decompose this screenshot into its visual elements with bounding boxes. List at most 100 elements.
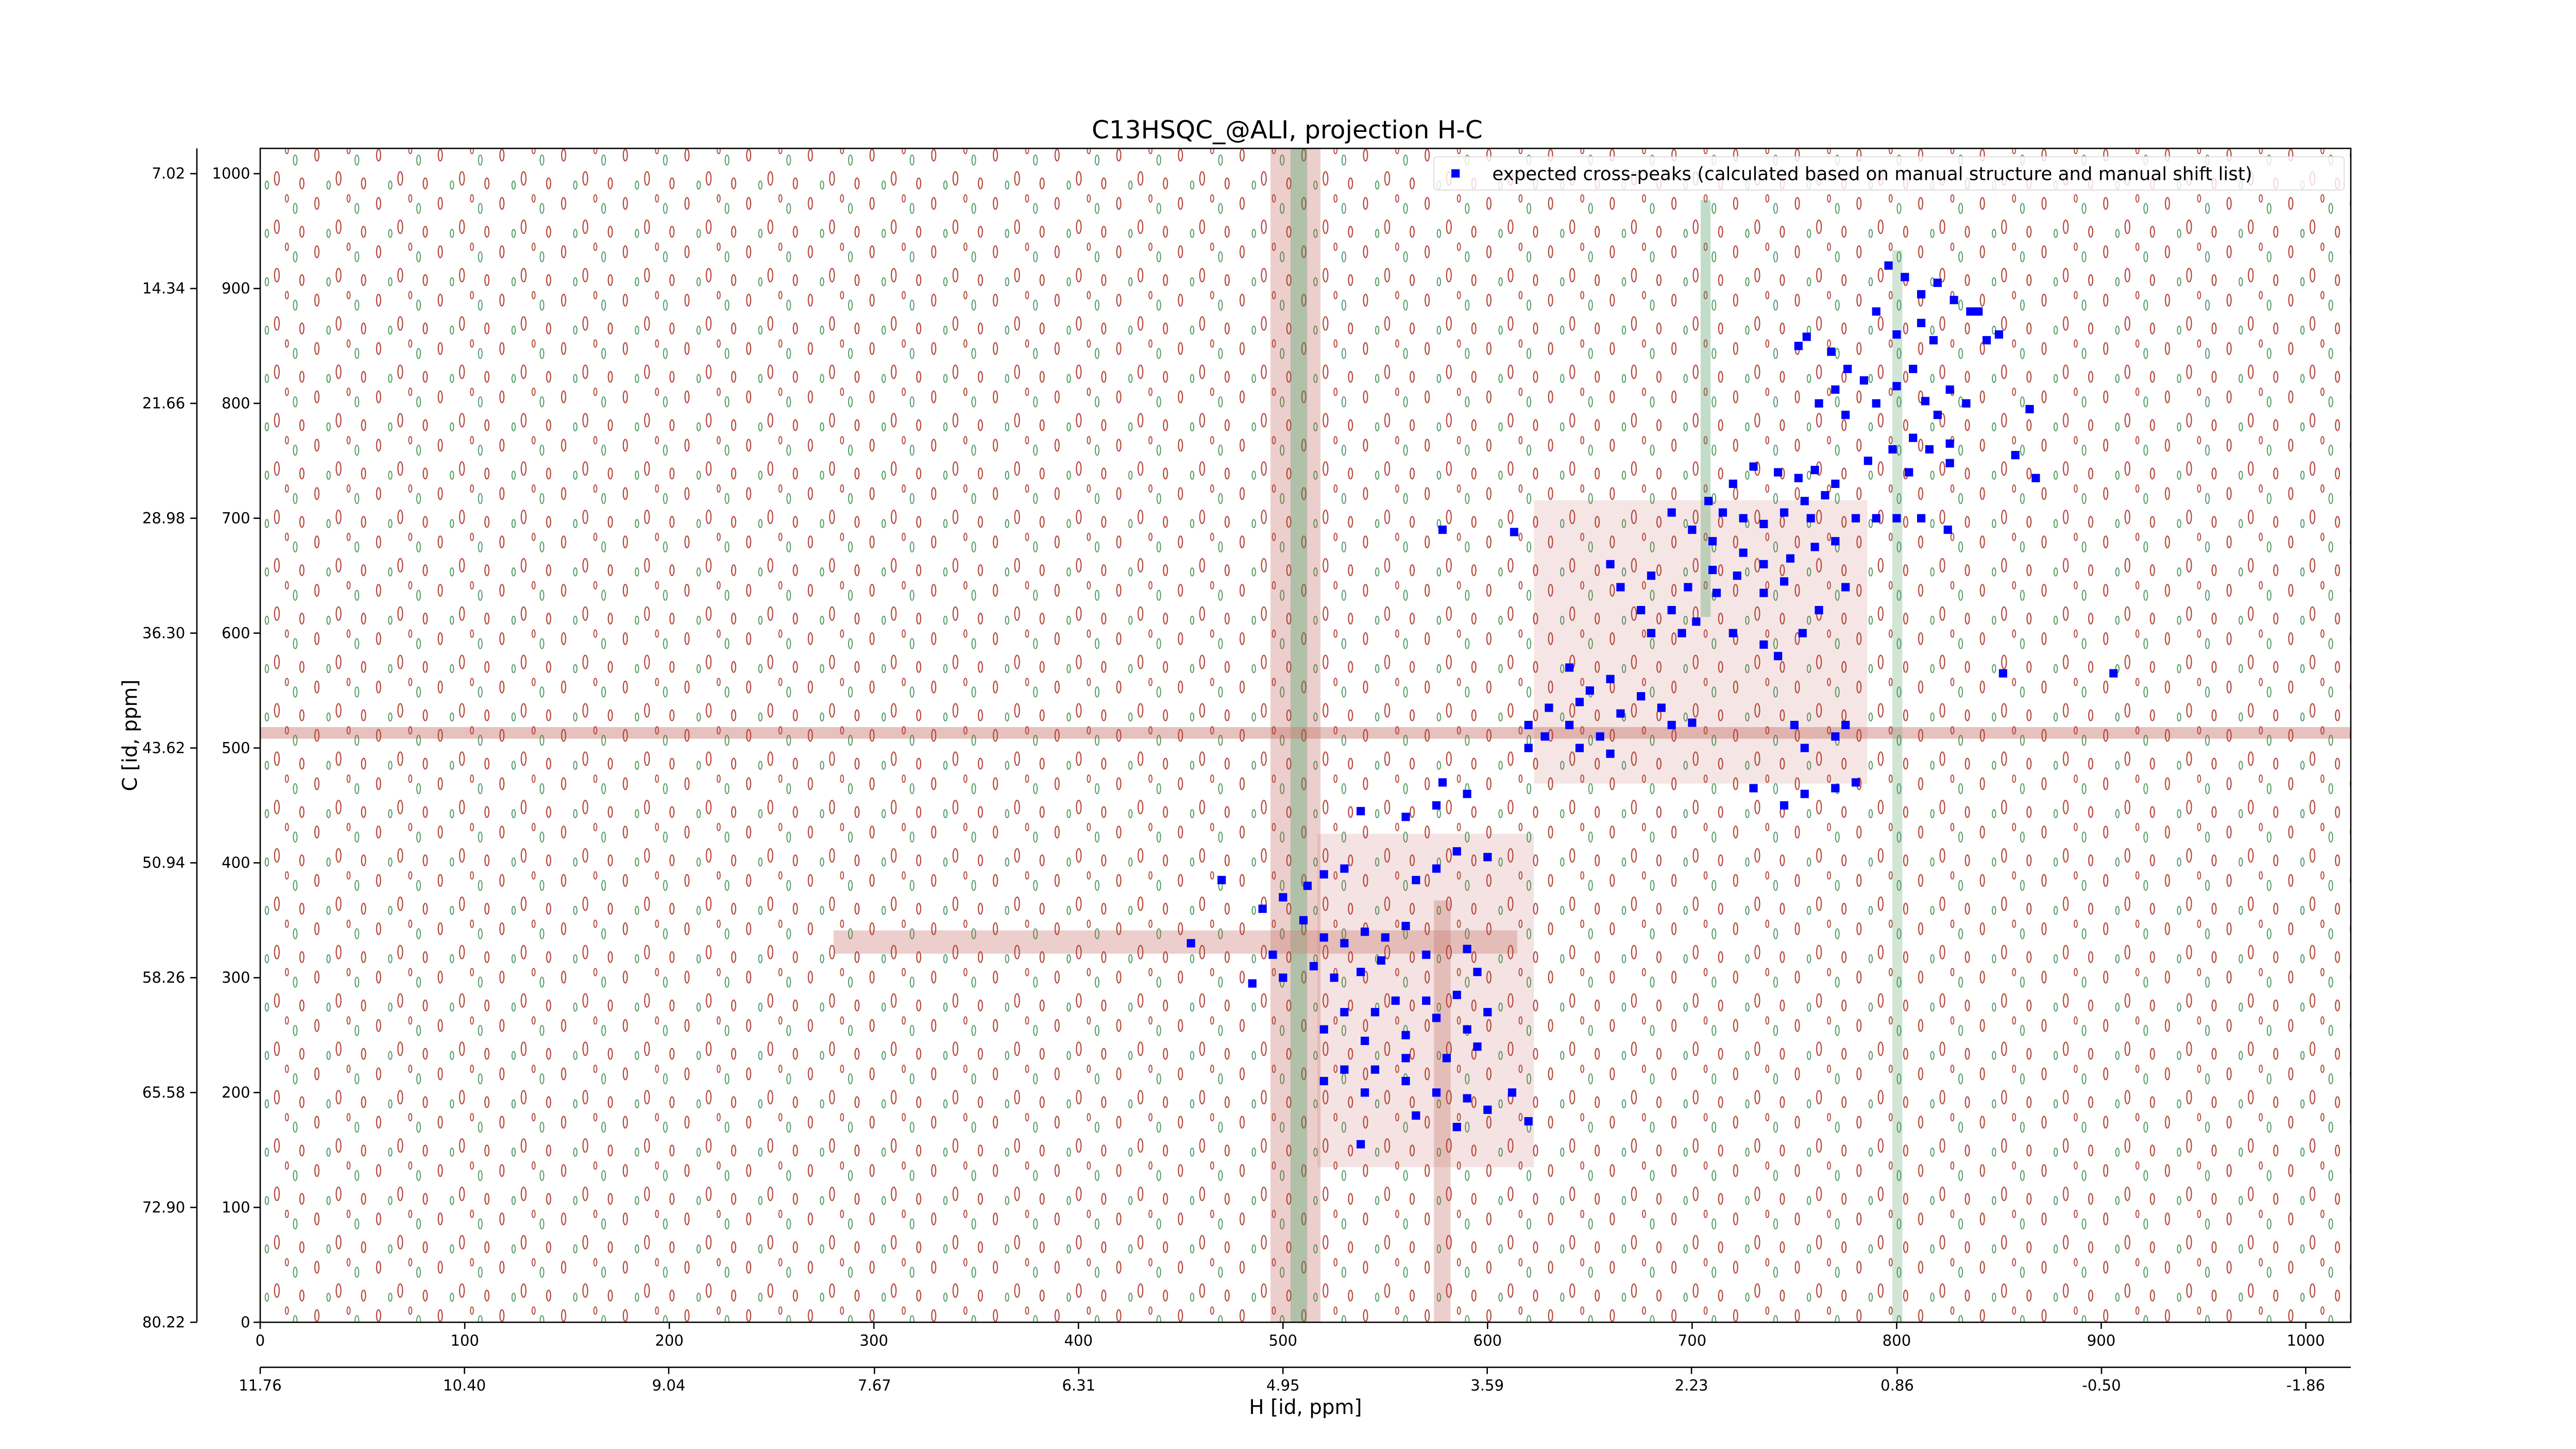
- cross-peak: [1810, 543, 1819, 551]
- cross-peak: [1565, 720, 1574, 730]
- cross-peak: [1692, 617, 1701, 626]
- cross-peak: [1279, 973, 1287, 982]
- cross-peak: [1357, 1140, 1365, 1149]
- cross-peak: [1677, 629, 1686, 637]
- cross-peak: [2109, 669, 2118, 678]
- cross-peak: [1815, 399, 1823, 408]
- cross-peak: [1708, 537, 1717, 546]
- cross-peak: [1759, 640, 1768, 649]
- cross-peak: [1688, 718, 1697, 727]
- cross-peak: [1473, 968, 1482, 976]
- x2-tick-label: -0.50: [2082, 1377, 2121, 1394]
- cross-peak: [1982, 336, 1991, 345]
- x2-tick-label: 3.59: [1470, 1377, 1504, 1394]
- cross-peak: [1616, 583, 1625, 592]
- cross-peak: [1667, 508, 1676, 517]
- plot-frame: [259, 147, 2352, 1323]
- cross-peak: [1759, 588, 1768, 597]
- cross-peak: [1463, 1094, 1471, 1103]
- cross-peak: [1452, 990, 1461, 999]
- y-axis-label: C [id, ppm]: [119, 680, 142, 791]
- cross-peak: [1303, 881, 1312, 890]
- cross-peak: [1712, 588, 1721, 597]
- cross-peak: [1463, 789, 1471, 798]
- cross-peak: [1524, 744, 1533, 752]
- chart-title: C13HSQC_@ALI, projection H-C: [1092, 116, 1483, 145]
- y-tick-label: 0: [241, 1313, 250, 1331]
- cross-peak: [1974, 307, 1983, 316]
- cross-peak: [1933, 278, 1942, 287]
- cross-peak: [1851, 514, 1860, 523]
- cross-peak: [1361, 1036, 1369, 1046]
- cross-peak: [1831, 784, 1840, 793]
- cross-peak: [1859, 376, 1869, 385]
- cross-peak: [1217, 875, 1226, 884]
- cross-peak: [1340, 939, 1349, 948]
- cross-peak: [1637, 692, 1646, 701]
- cross-peak: [1596, 732, 1604, 741]
- legend-label: expected cross-peaks (calculated based o…: [1492, 163, 2252, 184]
- y-tick-label: 300: [222, 969, 250, 986]
- cross-peak: [1452, 847, 1461, 856]
- cross-peak: [1565, 663, 1574, 672]
- cross-peak: [1815, 605, 1823, 615]
- cross-peak: [1950, 296, 1958, 305]
- cross-peak: [1917, 514, 1926, 523]
- cross-peak: [1921, 397, 1930, 406]
- cross-peak: [1483, 1105, 1492, 1114]
- cross-peak: [1945, 459, 1954, 467]
- cross-peak: [1917, 290, 1926, 299]
- x-tick-label: 100: [450, 1332, 479, 1349]
- cross-peak: [1872, 514, 1880, 523]
- cross-peak: [1422, 996, 1431, 1005]
- cross-peak: [1905, 468, 1913, 477]
- cross-peak: [1412, 1111, 1420, 1120]
- cross-peak: [1994, 330, 2004, 339]
- ridge: [1700, 200, 1711, 617]
- cross-peak: [1575, 698, 1584, 706]
- y-tick-label: 700: [222, 509, 250, 527]
- cross-peak: [1933, 411, 1942, 419]
- cross-peak: [1998, 669, 2007, 678]
- cross-peak: [1966, 307, 1975, 316]
- cross-peak: [1800, 497, 1809, 506]
- cross-peak: [1863, 457, 1872, 465]
- cross-peak: [1739, 548, 1748, 557]
- x-axis-label: H [id, ppm]: [1249, 1396, 1362, 1419]
- cross-peak: [1357, 807, 1365, 816]
- cross-peak: [1299, 916, 1308, 924]
- cross-peak: [1575, 744, 1584, 752]
- cross-peak: [1917, 318, 1926, 327]
- x-tick-label: 800: [1883, 1332, 1911, 1349]
- cross-peak: [1872, 307, 1880, 316]
- cross-peak: [1412, 875, 1420, 884]
- cross-peak: [1739, 514, 1748, 523]
- cross-peak: [1827, 347, 1836, 356]
- cross-peak: [1798, 629, 1807, 637]
- ridge: [260, 727, 2351, 739]
- y2-tick-label: 72.90: [142, 1199, 185, 1216]
- cross-peak: [1647, 571, 1656, 580]
- cross-peak: [1507, 1088, 1517, 1097]
- cross-peak: [1340, 1008, 1349, 1017]
- cross-peak: [1442, 1054, 1451, 1063]
- x-tick-label: 1000: [2286, 1332, 2325, 1349]
- y2-tick-label: 36.30: [142, 624, 185, 642]
- cross-peak: [1483, 853, 1492, 862]
- cross-peak: [1888, 445, 1897, 454]
- cross-peak: [1452, 1123, 1461, 1132]
- cross-peak: [1806, 514, 1815, 523]
- cross-peak: [1780, 801, 1789, 810]
- cross-peak: [1319, 870, 1328, 879]
- cross-peak: [1319, 933, 1328, 942]
- ridge: [1892, 250, 1903, 1323]
- cross-peak: [1810, 466, 1819, 475]
- cross-peak: [1391, 996, 1400, 1005]
- x-tick-label: 700: [1678, 1332, 1707, 1349]
- cross-peak: [1422, 950, 1431, 959]
- y-tick-label: 600: [222, 624, 250, 642]
- cross-peak: [1540, 732, 1549, 741]
- cross-peak: [1909, 433, 1918, 442]
- cross-peak: [2031, 474, 2040, 482]
